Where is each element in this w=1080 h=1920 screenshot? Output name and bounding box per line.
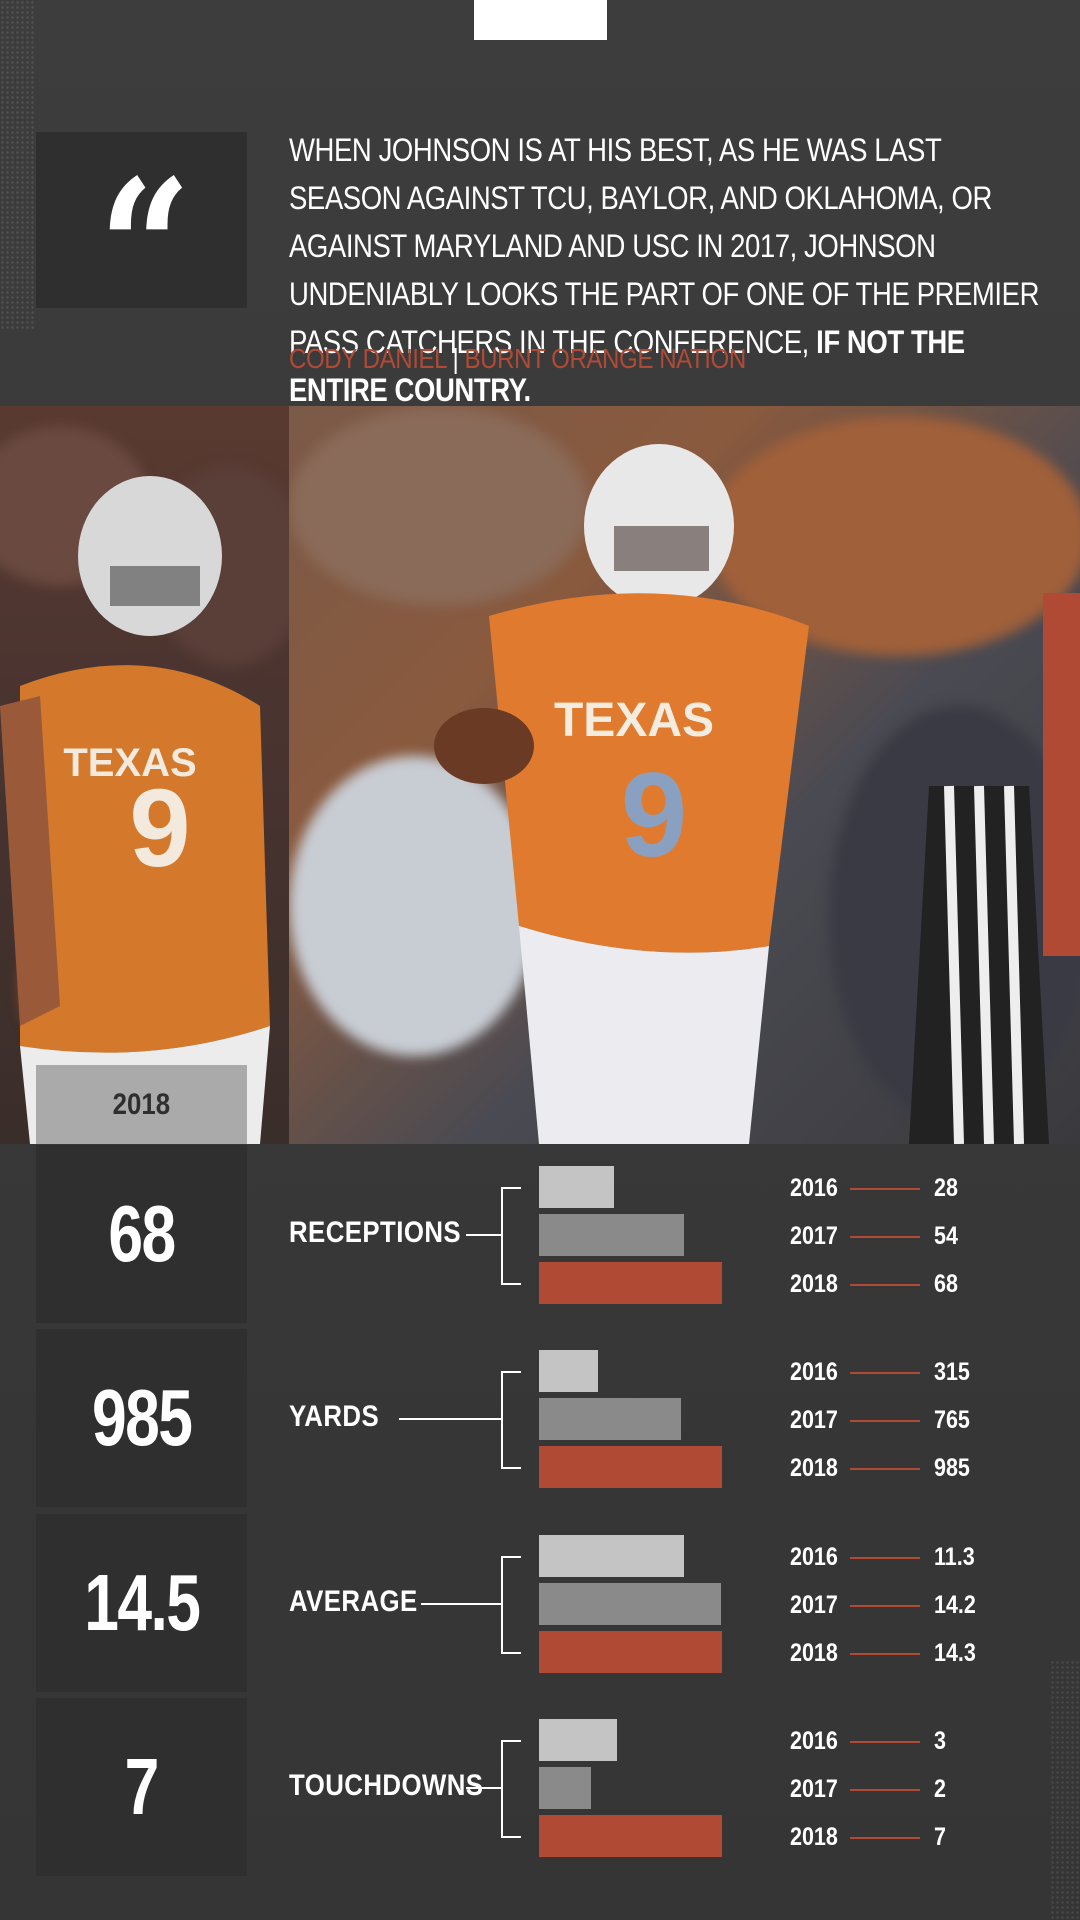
stat-label: YARDS xyxy=(289,1400,380,1433)
stat-headline-value: 14.5 xyxy=(83,1558,201,1647)
player-photo-left: TEXAS 9 xyxy=(0,406,289,1144)
connector-line xyxy=(466,1787,501,1789)
legend-line xyxy=(850,1837,920,1839)
bracket xyxy=(501,1187,521,1285)
connector-line xyxy=(466,1234,501,1236)
dot-pattern-bottom xyxy=(1050,1660,1080,1920)
stat-label: AVERAGE xyxy=(289,1585,418,1618)
bracket xyxy=(501,1556,521,1654)
svg-text:TEXAS: TEXAS xyxy=(554,694,714,747)
top-tab xyxy=(474,0,607,40)
data-label: 14.2 xyxy=(934,1591,976,1619)
svg-text:TEXAS: TEXAS xyxy=(63,741,196,785)
legend-line xyxy=(850,1741,920,1743)
bar-2017 xyxy=(539,1214,684,1256)
dot-pattern xyxy=(0,0,36,330)
bar-2018 xyxy=(539,1631,722,1673)
data-label: 11.3 xyxy=(934,1543,975,1571)
data-label: 3 xyxy=(934,1727,946,1755)
legend-line xyxy=(850,1789,920,1791)
legend-year: 2018 xyxy=(790,1454,838,1482)
stat-headline-value: 7 xyxy=(124,1742,160,1831)
legend-line xyxy=(850,1557,920,1559)
credit-separator: | xyxy=(452,343,459,374)
bar-2016 xyxy=(539,1719,617,1761)
svg-text:9: 9 xyxy=(129,767,190,890)
data-label: 315 xyxy=(934,1358,970,1386)
bracket xyxy=(501,1371,521,1469)
stat-headline-value: 985 xyxy=(91,1373,193,1462)
bar-2018 xyxy=(539,1446,722,1488)
legend-line xyxy=(850,1236,920,1238)
stat-label: TOUCHDOWNS xyxy=(289,1769,484,1802)
accent-bar xyxy=(1043,593,1080,956)
player-photo-main: TEXAS 9 xyxy=(289,406,1080,1144)
legend-line xyxy=(850,1605,920,1607)
bar-2016 xyxy=(539,1350,598,1392)
stat-box: 14.5 xyxy=(36,1514,247,1692)
bar-2017 xyxy=(539,1767,591,1809)
legend-year: 2017 xyxy=(790,1222,838,1250)
svg-text:9: 9 xyxy=(621,748,688,882)
data-label: 28 xyxy=(934,1174,958,1202)
data-label: 68 xyxy=(934,1270,958,1298)
stat-label: RECEPTIONS xyxy=(289,1216,462,1249)
legend-year: 2017 xyxy=(790,1406,838,1434)
quote-text: When Johnson is at his best, as he was l… xyxy=(289,126,1049,414)
stat-box: 7 xyxy=(36,1698,247,1876)
data-label: 7 xyxy=(934,1823,946,1851)
photo-year-label: 2018 xyxy=(112,1087,171,1121)
legend-year: 2017 xyxy=(790,1775,838,1803)
legend-year: 2016 xyxy=(790,1727,838,1755)
quote-credit: CODY DANIEL | BURNT ORANGE NATION xyxy=(289,343,746,375)
legend-line xyxy=(850,1284,920,1286)
stat-headline-value: 68 xyxy=(108,1189,176,1278)
legend-line xyxy=(850,1420,920,1422)
bar-2018 xyxy=(539,1262,722,1304)
legend-line xyxy=(850,1653,920,1655)
bracket xyxy=(501,1740,521,1838)
author-name: CODY DANIEL xyxy=(289,343,447,374)
connector-line xyxy=(421,1603,501,1605)
quote-icon: “ xyxy=(98,138,191,361)
photo-year-tag: 2018 xyxy=(36,1065,247,1144)
data-label: 985 xyxy=(934,1454,970,1482)
source-name: BURNT ORANGE NATION xyxy=(464,343,747,374)
legend-year: 2018 xyxy=(790,1823,838,1851)
bar-2016 xyxy=(539,1166,614,1208)
stat-box: 985 xyxy=(36,1329,247,1507)
legend-line xyxy=(850,1188,920,1190)
bar-2016 xyxy=(539,1535,684,1577)
legend-year: 2017 xyxy=(790,1591,838,1619)
quote-emphasis: if not the entire country. xyxy=(289,324,965,408)
data-label: 2 xyxy=(934,1775,946,1803)
quote-box: “ xyxy=(36,132,247,345)
data-label: 54 xyxy=(934,1222,958,1250)
legend-year: 2018 xyxy=(790,1270,838,1298)
legend-year: 2016 xyxy=(790,1358,838,1386)
bar-2017 xyxy=(539,1583,721,1625)
quote-main: When Johnson is at his best, as he was l… xyxy=(289,132,1040,360)
bar-2017 xyxy=(539,1398,681,1440)
stat-box: 68 xyxy=(36,1145,247,1323)
data-label: 765 xyxy=(934,1406,970,1434)
connector-line xyxy=(399,1418,501,1420)
legend-year: 2016 xyxy=(790,1543,838,1571)
bar-2018 xyxy=(539,1815,722,1857)
legend-line xyxy=(850,1468,920,1470)
legend-line xyxy=(850,1372,920,1374)
legend-year: 2016 xyxy=(790,1174,838,1202)
data-label: 14.3 xyxy=(934,1639,976,1667)
legend-year: 2018 xyxy=(790,1639,838,1667)
